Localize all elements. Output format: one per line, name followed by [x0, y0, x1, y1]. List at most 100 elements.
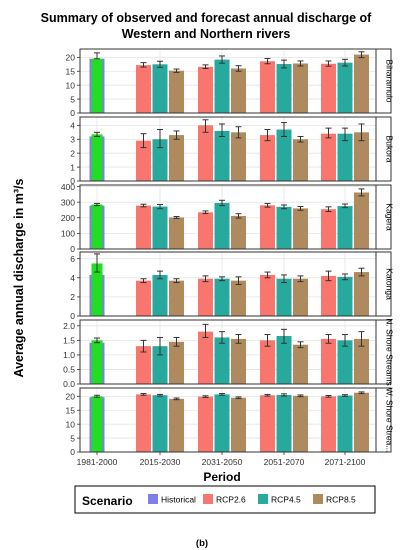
- bar-rcp8-5: [354, 338, 369, 384]
- y-tick-label: 20: [66, 392, 76, 402]
- bar-rcp2-6: [260, 340, 275, 384]
- facet-strip: [375, 184, 392, 250]
- bar-rcp4-5: [214, 130, 230, 181]
- bar-rcp2-6: [198, 212, 213, 249]
- bar-rcp4-5: [152, 206, 168, 249]
- bar-rcp2-6: [136, 280, 151, 316]
- facet-strip: [375, 319, 392, 385]
- y-tick-label: 100: [61, 229, 75, 239]
- bar-rcp4-5: [214, 337, 230, 384]
- bar-rcp4-5: [152, 274, 168, 316]
- bar-rcp2-6: [321, 396, 336, 452]
- y-tick-label: 4: [70, 273, 75, 283]
- y-tick-label: 15: [66, 405, 76, 415]
- bar-rcp2-6: [198, 66, 213, 113]
- legend-swatch: [148, 494, 158, 504]
- bar-historical: [91, 340, 103, 384]
- bar-rcp4-5: [337, 133, 353, 181]
- bar-historical: [91, 263, 103, 316]
- bar-rcp2-6: [260, 61, 275, 113]
- bar-rcp4-5: [337, 340, 353, 384]
- bar-historical: [91, 58, 103, 113]
- legend-label: RCP2.6: [216, 495, 246, 505]
- y-tick-label: 20: [66, 53, 76, 63]
- y-tick-label: 4: [70, 121, 75, 131]
- bar-rcp4-5: [152, 395, 168, 452]
- x-tick-label: 2051-2070: [264, 457, 305, 467]
- panel-kagera: 0 100 200 300 400 Kagera: [61, 182, 395, 254]
- y-tick-label: 0: [70, 108, 75, 118]
- y-tick-label: 15: [66, 66, 76, 76]
- bar-rcp8-5: [169, 217, 184, 249]
- y-tick-label: 200: [61, 213, 75, 223]
- bar-rcp2-6: [136, 394, 151, 452]
- bar-rcp4-5: [214, 202, 230, 249]
- bar-rcp4-5: [276, 206, 292, 249]
- legend-swatch: [203, 494, 213, 504]
- bar-rcp8-5: [231, 280, 246, 316]
- bar-rcp8-5: [354, 132, 369, 181]
- bar-rcp8-5: [231, 215, 246, 249]
- bar-rcp4-5: [152, 64, 168, 113]
- bar-rcp2-6: [260, 395, 275, 452]
- bar-historical: [91, 134, 103, 181]
- bar-rcp8-5: [169, 135, 184, 181]
- panel-w-shore-strea: 0 5 10 15 20 W. Shore Strea...: [66, 387, 395, 457]
- y-tick-label: 1.0: [63, 350, 75, 360]
- bar-rcp8-5: [354, 392, 369, 452]
- bar-rcp2-6: [321, 133, 336, 181]
- y-tick-label: 400: [61, 182, 75, 192]
- legend-swatch: [313, 494, 323, 504]
- bar-rcp2-6: [198, 396, 213, 452]
- y-tick-label: 5: [70, 433, 75, 443]
- bar-rcp4-5: [337, 206, 353, 249]
- bar-rcp8-5: [293, 344, 308, 384]
- bar-rcp2-6: [321, 275, 336, 316]
- legend-swatch: [258, 494, 268, 504]
- bar-rcp4-5: [276, 394, 292, 452]
- facet-label: N. Shore Streams: [385, 318, 395, 386]
- bar-rcp4-5: [214, 394, 230, 452]
- panel-biharamulo: 0 5 10 15 20 Biharamulo: [66, 48, 395, 118]
- bar-rcp8-5: [231, 132, 246, 181]
- bar-rcp8-5: [293, 395, 308, 452]
- bar-rcp2-6: [260, 205, 275, 249]
- x-axis-label: Period: [203, 470, 240, 484]
- bar-rcp4-5: [337, 62, 353, 113]
- bar-rcp4-5: [152, 346, 168, 384]
- y-tick-label: 6: [70, 254, 75, 264]
- y-tick-label: 10: [66, 80, 76, 90]
- y-tick-label: 2: [70, 148, 75, 158]
- bar-rcp2-6: [260, 135, 275, 181]
- y-tick-label: 2: [70, 292, 75, 302]
- facet-label: Biharamulo: [385, 60, 395, 103]
- bar-rcp8-5: [169, 280, 184, 316]
- bar-rcp8-5: [169, 70, 184, 113]
- y-tick-label: 2.0: [63, 321, 75, 331]
- panel-katonga: 0 2 4 6 Katonga: [70, 251, 395, 321]
- x-tick-label: 2015-2030: [140, 457, 181, 467]
- bar-rcp2-6: [198, 331, 213, 384]
- bar-rcp2-6: [198, 125, 213, 181]
- legend-title: Scenario: [82, 494, 133, 508]
- panels-group: 05101520Biharamulo01234Bukora01002003004…: [61, 48, 395, 457]
- bar-rcp8-5: [293, 208, 308, 249]
- legend-label: RCP8.5: [326, 495, 356, 505]
- y-tick-label: 0: [70, 244, 75, 254]
- bar-rcp4-5: [276, 129, 292, 181]
- bar-rcp2-6: [136, 140, 151, 181]
- chart-title-line-1: Summary of observed and forecast annual …: [41, 11, 372, 25]
- bar-rcp8-5: [293, 139, 308, 181]
- panel-n-shore-streams: 0.0 0.5 1.0 1.5 2.0 N. Shore Streams: [63, 318, 394, 389]
- bar-rcp8-5: [354, 272, 369, 316]
- figure-caption: (b): [196, 538, 208, 549]
- bar-rcp4-5: [152, 139, 168, 181]
- y-tick-label: 1.5: [63, 336, 75, 346]
- bar-rcp2-6: [136, 346, 151, 384]
- bar-rcp2-6: [136, 65, 151, 113]
- facet-label: Bukora: [385, 136, 395, 163]
- facet-strip: [375, 116, 392, 182]
- bar-rcp8-5: [169, 341, 184, 384]
- y-tick-label: 0.0: [63, 379, 75, 389]
